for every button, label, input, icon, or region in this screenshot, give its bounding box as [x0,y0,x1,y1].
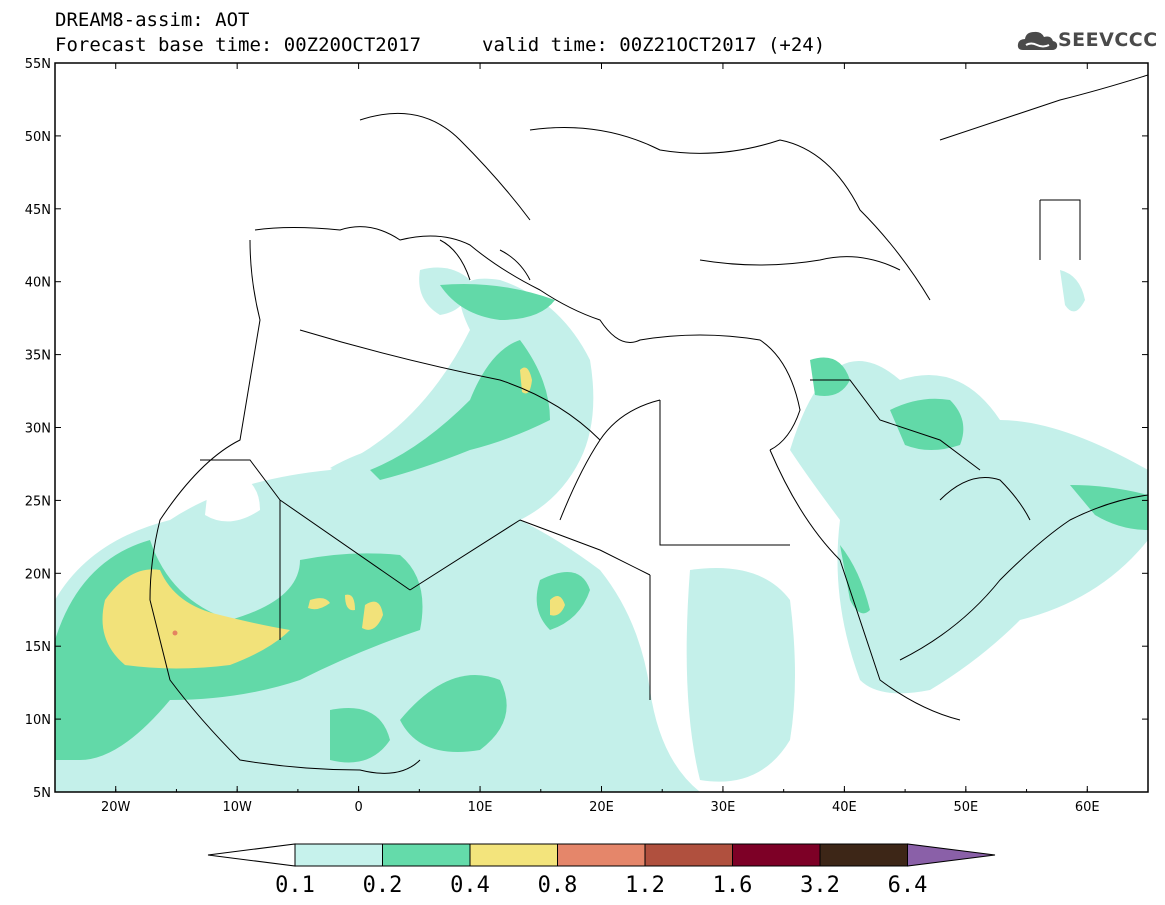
lat-label: 45N [25,203,51,218]
colorbar-segment [644,843,733,867]
lon-label: 60E [1075,800,1100,815]
colorbar-label: 6.4 [888,873,928,898]
lat-label: 50N [25,130,51,145]
latitude-axis: 55N 50N 45N 40N 35N 30N 25N 20N 15N 10N 5N [25,57,1148,801]
colorbar-label: 1.6 [713,873,753,898]
lon-label: 10E [468,800,493,815]
lat-label: 5N [33,786,51,801]
lon-label: 20E [589,800,614,815]
lon-label: 20W [101,800,131,815]
colorbar-label: 0.1 [275,873,315,898]
colorbar-segment [819,843,908,867]
colorbar: 0.1 0.2 0.4 0.8 1.2 1.6 3.2 6.4 [207,843,996,898]
colorbar-segment [294,843,383,867]
colorbar-label: 3.2 [800,873,840,898]
colorbar-label: 1.2 [625,873,665,898]
title-valid-time: valid time: 00Z21OCT2017 (+24) [482,34,826,56]
aot-level-0-4 [102,367,565,669]
lon-label: 40E [832,800,857,815]
aot-level-0-8 [172,630,178,636]
cloud-icon [1017,31,1058,50]
colorbar-segment [382,843,471,867]
lon-label: 30E [711,800,736,815]
lat-label: 25N [25,494,51,509]
lon-label: 50E [953,800,978,815]
lat-label: 15N [25,640,51,655]
lat-label: 30N [25,422,51,437]
colorbar-label: 0.8 [538,873,578,898]
colorbar-label: 0.2 [363,873,403,898]
lat-label: 10N [25,713,51,728]
lat-label: 55N [25,57,51,72]
coastlines [149,74,1148,774]
lon-label: 0 [354,800,362,815]
colorbar-segment [469,843,558,867]
title-product: DREAM8-assim: AOT [55,9,250,31]
colorbar-segment [732,843,821,867]
longitude-axis: 20W 10W 0 10E 20E 30E 40E 50E 60E [54,63,1149,815]
aot-field [55,267,1148,792]
lat-label: 40N [25,276,51,291]
colorbar-label: 0.4 [450,873,490,898]
colorbar-over-triangle [907,843,996,867]
logo-text: SEEVCCC [1058,29,1158,51]
aot-level-0-1 [55,267,1148,792]
lat-label: 20N [25,567,51,582]
colorbar-under-triangle [207,843,296,867]
colorbar-segment [557,843,646,867]
lon-label: 10W [222,800,252,815]
title-base-time: Forecast base time: 00Z20OCT2017 [55,34,422,56]
lat-label: 35N [25,349,51,364]
